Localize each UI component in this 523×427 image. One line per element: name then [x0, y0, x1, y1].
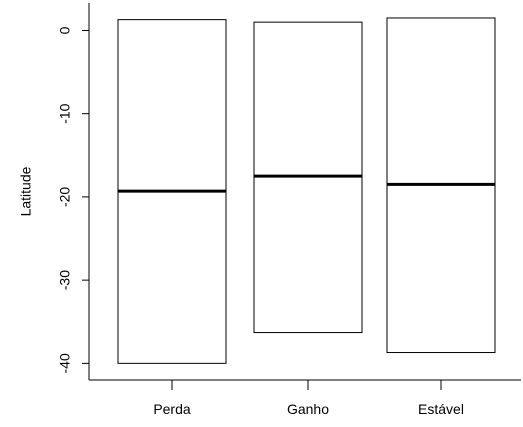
box-series	[117, 17, 496, 364]
x-tick-label: Perda	[153, 401, 191, 417]
x-tick-label: Estável	[418, 401, 464, 417]
x-axis: Perda Ganho Estável	[153, 380, 464, 417]
x-tick-label: Ganho	[287, 401, 329, 417]
y-tick-label: -20	[57, 187, 73, 207]
plot-frame	[88, 3, 521, 381]
y-tick-label: -40	[57, 353, 73, 373]
y-tick-label: 0	[57, 26, 73, 34]
y-tick-label: -30	[57, 270, 73, 290]
y-axis: 0 -10 -20 -30 -40	[57, 26, 89, 373]
y-tick-label: -10	[57, 103, 73, 123]
y-axis-label: Latitude	[18, 166, 34, 216]
